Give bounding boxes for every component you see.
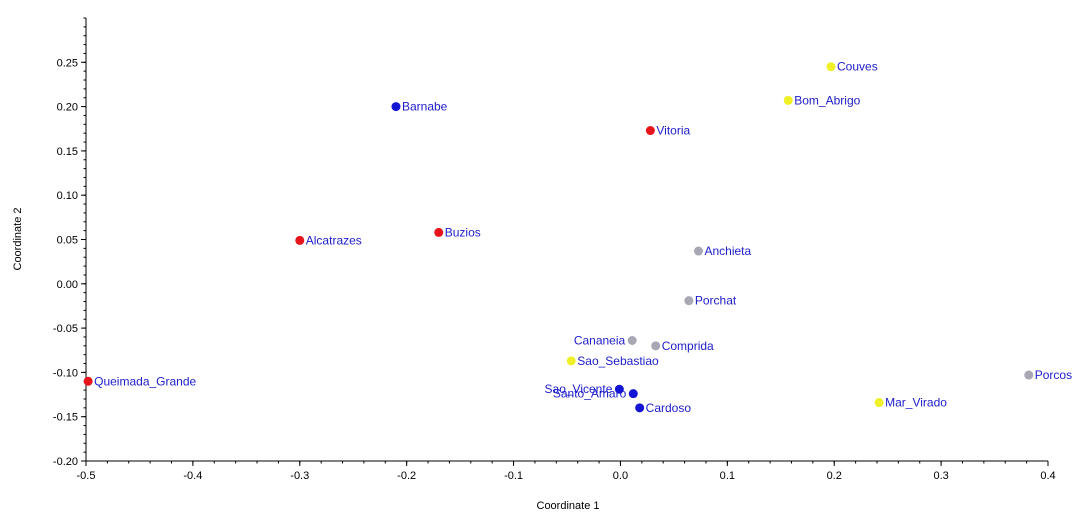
data-points [83, 62, 1034, 413]
axes: -0.5 -0.4 -0.3 -0.2 -0.1 0.0 0.1 0.2 0.3 0.4 -0.20… [53, 17, 1056, 482]
data-point [684, 296, 694, 306]
data-point [874, 398, 884, 408]
x-tick-label: 0.1 [720, 470, 735, 482]
y-tick-label: 0.25 [57, 57, 78, 69]
data-point [83, 376, 93, 386]
data-point [635, 403, 645, 413]
data-point [391, 102, 401, 112]
point-label: Sao_Vicente [545, 382, 613, 396]
y-tick-label: 0.20 [57, 102, 78, 114]
point-label: Bom_Abrigo [794, 93, 860, 107]
point-labels: Couves Bom_Abrigo Barnabe Vitoria Buzios Alca… [94, 60, 1072, 415]
x-tick-label: -0.3 [290, 470, 309, 482]
point-label: Anchieta [704, 244, 751, 258]
data-point [651, 341, 661, 351]
point-label: Vitoria [656, 124, 690, 138]
x-tick-label: 0.4 [1040, 470, 1055, 482]
x-axis-title: Coordinate 1 [537, 500, 600, 512]
point-label: Alcatrazes [306, 233, 362, 247]
x-tick-label: 0.0 [613, 470, 628, 482]
point-label: Mar_Virado [885, 396, 947, 410]
y-tick-label: 0.00 [57, 279, 78, 291]
data-point [693, 246, 703, 256]
data-point [566, 356, 576, 366]
point-label: Barnabe [402, 100, 448, 114]
point-label: Queimada_Grande [94, 374, 196, 388]
data-point [1024, 370, 1034, 380]
point-label: Buzios [445, 225, 481, 239]
y-tick-label: -0.05 [53, 323, 78, 335]
x-tick-label: -0.5 [77, 470, 96, 482]
y-axis-title: Coordinate 2 [12, 208, 24, 271]
data-point [826, 62, 836, 72]
x-tick-label: -0.1 [504, 470, 523, 482]
data-point [628, 389, 638, 399]
data-point [295, 235, 305, 245]
point-label: Cananeia [574, 334, 626, 348]
point-label: Porcos [1035, 368, 1072, 382]
y-tick-label: 0.15 [57, 146, 78, 158]
y-tick-label: -0.15 [53, 412, 78, 424]
y-tick-label: -0.10 [53, 367, 78, 379]
data-point [614, 384, 624, 394]
data-point [783, 95, 793, 105]
point-label: Couves [837, 60, 878, 74]
point-label: Santo_Amaro [553, 387, 627, 401]
x-tick-label: 0.2 [827, 470, 842, 482]
point-label: Cardoso [646, 401, 692, 415]
x-tick-label: -0.4 [183, 470, 202, 482]
x-tick-label: -0.2 [397, 470, 416, 482]
data-point [434, 227, 444, 237]
x-tick-label: 0.3 [933, 470, 948, 482]
y-tick-label: 0.05 [57, 235, 78, 247]
data-point [645, 126, 655, 136]
y-tick-label: -0.20 [53, 456, 78, 468]
point-label: Porchat [695, 294, 737, 308]
point-label: Sao_Sebastiao [577, 354, 659, 368]
data-point [627, 336, 637, 346]
y-tick-label: 0.10 [57, 190, 78, 202]
point-label: Comprida [662, 339, 714, 353]
